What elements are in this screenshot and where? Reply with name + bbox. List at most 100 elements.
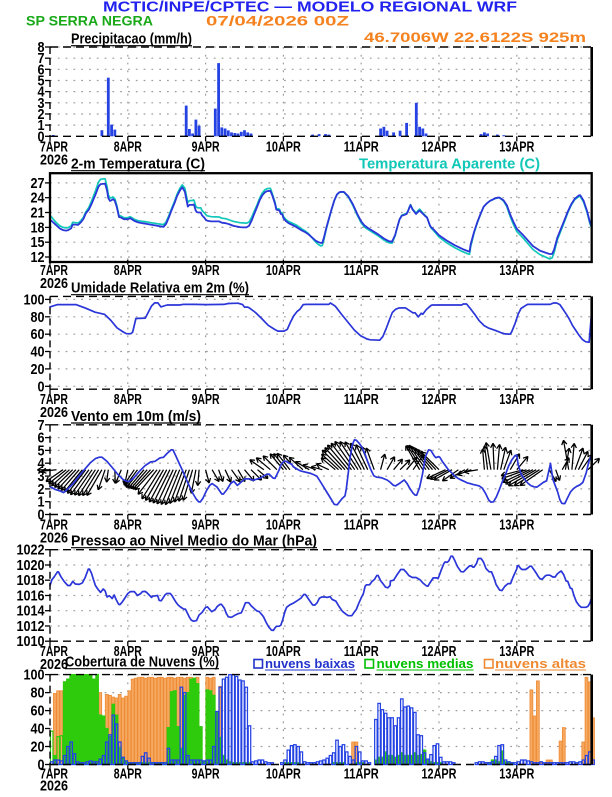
- svg-text:80: 80: [31, 309, 45, 326]
- svg-text:5: 5: [38, 442, 45, 459]
- svg-text:3: 3: [38, 468, 45, 485]
- svg-text:12APR: 12APR: [422, 643, 457, 660]
- svg-text:6: 6: [38, 430, 45, 447]
- svg-text:2: 2: [38, 106, 45, 123]
- svg-text:0: 0: [38, 507, 45, 524]
- svg-text:2026: 2026: [40, 151, 68, 168]
- svg-text:2-m Temperatura (C): 2-m Temperatura (C): [71, 156, 205, 173]
- svg-text:2026: 2026: [40, 530, 68, 547]
- svg-text:7APR: 7APR: [40, 517, 68, 534]
- svg-text:11APR: 11APR: [344, 262, 379, 279]
- svg-text:12APR: 12APR: [422, 517, 457, 534]
- svg-text:8APR: 8APR: [114, 391, 142, 408]
- svg-text:9APR: 9APR: [192, 391, 220, 408]
- svg-text:18: 18: [31, 219, 45, 236]
- svg-text:12APR: 12APR: [422, 765, 457, 782]
- svg-text:2026: 2026: [40, 275, 68, 292]
- svg-text:nuvens altas: nuvens altas: [495, 656, 586, 671]
- svg-text:8APR: 8APR: [114, 262, 142, 279]
- svg-text:13APR: 13APR: [499, 138, 534, 155]
- svg-text:07/04/2026 00Z: 07/04/2026 00Z: [206, 14, 349, 29]
- svg-text:2026: 2026: [40, 656, 68, 673]
- svg-text:Umidade Relativa em 2m (%): Umidade Relativa em 2m (%): [71, 280, 249, 297]
- svg-text:10APR: 10APR: [266, 643, 301, 660]
- svg-text:8APR: 8APR: [114, 138, 142, 155]
- svg-text:2026: 2026: [40, 404, 68, 421]
- svg-text:1: 1: [38, 494, 45, 511]
- svg-text:1020: 1020: [17, 557, 45, 574]
- svg-text:46.7006W 22.6122S 925m: 46.7006W 22.6122S 925m: [364, 30, 586, 45]
- svg-text:0: 0: [38, 757, 45, 774]
- svg-text:MCTIC/INPE/CPTEC — MODELO REGI: MCTIC/INPE/CPTEC — MODELO REGIONAL WRF: [103, 0, 517, 16]
- svg-text:21: 21: [31, 205, 45, 222]
- svg-text:100: 100: [24, 291, 45, 308]
- svg-text:2026: 2026: [40, 778, 68, 792]
- svg-text:13APR: 13APR: [499, 517, 534, 534]
- svg-text:60: 60: [31, 703, 45, 720]
- svg-text:10APR: 10APR: [266, 262, 301, 279]
- svg-text:100: 100: [24, 667, 45, 684]
- svg-text:1012: 1012: [17, 618, 45, 635]
- svg-text:12APR: 12APR: [422, 138, 457, 155]
- svg-text:12APR: 12APR: [422, 262, 457, 279]
- svg-text:4: 4: [38, 84, 46, 101]
- svg-text:15: 15: [31, 234, 45, 251]
- svg-text:8APR: 8APR: [114, 517, 142, 534]
- svg-text:7: 7: [38, 50, 45, 67]
- svg-text:1: 1: [38, 117, 45, 134]
- svg-text:12: 12: [31, 249, 45, 266]
- svg-text:8APR: 8APR: [114, 765, 142, 782]
- svg-text:27: 27: [31, 175, 45, 192]
- svg-text:60: 60: [31, 326, 45, 343]
- svg-text:1016: 1016: [17, 588, 45, 605]
- svg-text:1022: 1022: [17, 542, 45, 559]
- svg-text:11APR: 11APR: [344, 391, 379, 408]
- svg-text:12APR: 12APR: [422, 391, 457, 408]
- svg-text:24: 24: [31, 190, 46, 207]
- svg-text:7APR: 7APR: [40, 391, 68, 408]
- svg-text:0: 0: [38, 128, 45, 145]
- svg-text:80: 80: [31, 685, 45, 702]
- svg-text:Vento em 10m (m/s): Vento em 10m (m/s): [71, 408, 201, 425]
- svg-text:10APR: 10APR: [266, 517, 301, 534]
- svg-text:13APR: 13APR: [499, 391, 534, 408]
- svg-text:1018: 1018: [17, 572, 45, 589]
- svg-text:13APR: 13APR: [499, 765, 534, 782]
- svg-text:Cobertura de Nuvens (%): Cobertura de Nuvens (%): [65, 654, 219, 671]
- svg-text:0: 0: [38, 378, 45, 395]
- svg-text:7: 7: [38, 417, 45, 434]
- svg-text:1014: 1014: [17, 603, 46, 620]
- svg-text:20: 20: [31, 739, 45, 756]
- svg-text:8: 8: [38, 39, 45, 56]
- svg-text:10APR: 10APR: [266, 765, 301, 782]
- svg-text:20: 20: [31, 361, 45, 378]
- svg-text:9APR: 9APR: [192, 643, 220, 660]
- svg-text:6: 6: [38, 61, 45, 78]
- svg-text:9APR: 9APR: [192, 262, 220, 279]
- svg-text:7APR: 7APR: [40, 643, 68, 660]
- svg-text:13APR: 13APR: [499, 262, 534, 279]
- svg-text:7APR: 7APR: [40, 262, 68, 279]
- svg-text:13APR: 13APR: [499, 643, 534, 660]
- svg-text:40: 40: [31, 344, 45, 361]
- svg-text:Precipitacao (mm/h): Precipitacao (mm/h): [71, 31, 192, 48]
- svg-text:1010: 1010: [17, 633, 45, 650]
- svg-text:11APR: 11APR: [344, 517, 379, 534]
- svg-text:7APR: 7APR: [40, 138, 68, 155]
- svg-text:2: 2: [38, 481, 45, 498]
- svg-text:9APR: 9APR: [192, 517, 220, 534]
- svg-text:9APR: 9APR: [192, 138, 220, 155]
- svg-text:nuvens medias: nuvens medias: [377, 656, 474, 671]
- svg-text:9APR: 9APR: [192, 765, 220, 782]
- svg-text:40: 40: [31, 721, 45, 738]
- svg-text:Temperatura Aparente (C): Temperatura Aparente (C): [359, 156, 540, 173]
- svg-text:4: 4: [38, 455, 46, 472]
- svg-text:8APR: 8APR: [114, 643, 142, 660]
- svg-text:5: 5: [38, 73, 45, 90]
- svg-text:7APR: 7APR: [40, 765, 68, 782]
- svg-text:10APR: 10APR: [266, 391, 301, 408]
- svg-text:11APR: 11APR: [344, 765, 379, 782]
- svg-text:3: 3: [38, 95, 45, 112]
- svg-text:Pressao ao Nivel Medio do Mar: Pressao ao Nivel Medio do Mar (hPa): [71, 533, 317, 550]
- svg-text:10APR: 10APR: [266, 138, 301, 155]
